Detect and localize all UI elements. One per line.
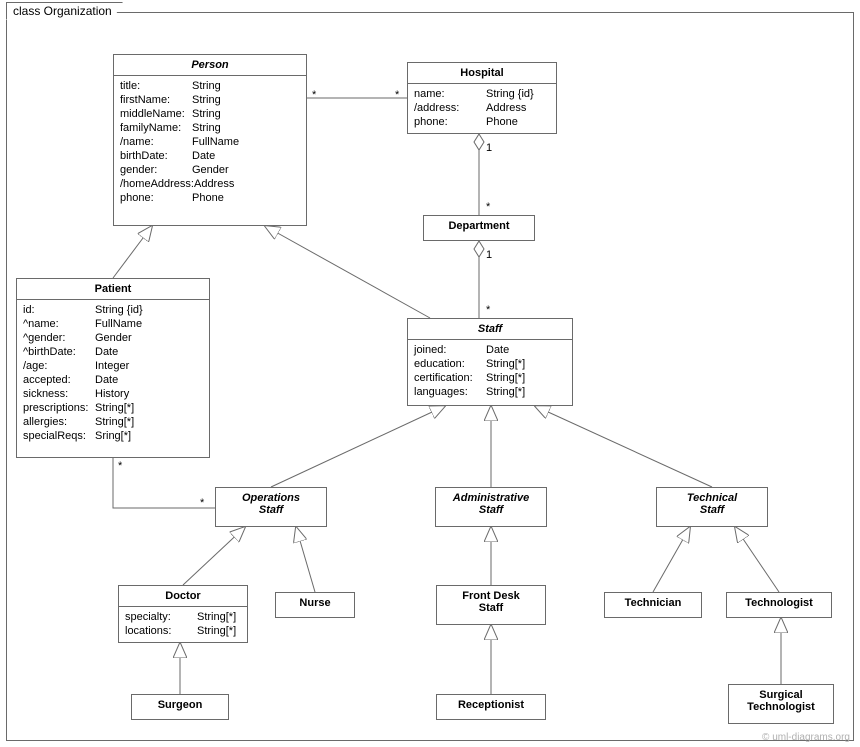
class-admin_staff: AdministrativeStaff: [435, 487, 547, 527]
class-title: Nurse: [276, 593, 354, 613]
watermark: © uml-diagrams.org: [762, 732, 850, 743]
class-doctor: Doctorspecialty:String[*]locations:Strin…: [118, 585, 248, 643]
class-patient: Patientid:String {id}^name:FullName^gend…: [16, 278, 210, 458]
attr-row: id:String {id}: [23, 303, 203, 317]
attr-row: specialty:String[*]: [125, 610, 241, 624]
class-title: Patient: [17, 279, 209, 299]
class-attributes: specialty:String[*]locations:String[*]: [119, 606, 247, 642]
class-title: Technologist: [727, 593, 831, 613]
attr-row: phone:Phone: [120, 191, 300, 205]
class-attributes: title:StringfirstName:StringmiddleName:S…: [114, 75, 306, 209]
class-nurse: Nurse: [275, 592, 355, 618]
multiplicity-label: *: [118, 460, 122, 472]
attr-row: name:String {id}: [414, 87, 550, 101]
attr-row: firstName:String: [120, 93, 300, 107]
class-person: Persontitle:StringfirstName:Stringmiddle…: [113, 54, 307, 226]
attr-row: title:String: [120, 79, 300, 93]
class-title: OperationsStaff: [216, 488, 326, 520]
multiplicity-label: *: [486, 201, 490, 213]
attr-row: phone:Phone: [414, 115, 550, 129]
attr-row: certification:String[*]: [414, 371, 566, 385]
class-attributes: joined:Dateeducation:String[*]certificat…: [408, 339, 572, 403]
multiplicity-label: *: [486, 304, 490, 316]
uml-frame: class Organization Persontitle:Stringfir…: [0, 0, 860, 747]
attr-row: locations:String[*]: [125, 624, 241, 638]
frame-label: class Organization: [6, 2, 123, 20]
class-department: Department: [423, 215, 535, 241]
class-title: Staff: [408, 319, 572, 339]
attr-row: allergies:String[*]: [23, 415, 203, 429]
multiplicity-label: *: [312, 89, 316, 101]
attr-row: gender:Gender: [120, 163, 300, 177]
attr-row: specialReqs:Sring[*]: [23, 429, 203, 443]
class-hospital: Hospitalname:String {id}/address:Address…: [407, 62, 557, 134]
class-technician: Technician: [604, 592, 702, 618]
class-title: Person: [114, 55, 306, 75]
class-title: Technician: [605, 593, 701, 613]
class-title: AdministrativeStaff: [436, 488, 546, 520]
attr-row: /address:Address: [414, 101, 550, 115]
class-title: Doctor: [119, 586, 247, 606]
class-title: Surgeon: [132, 695, 228, 715]
attr-row: prescriptions:String[*]: [23, 401, 203, 415]
class-frontdesk: Front DeskStaff: [436, 585, 546, 625]
class-title: SurgicalTechnologist: [729, 685, 833, 717]
attr-row: /homeAddress:Address: [120, 177, 300, 191]
attr-row: ^name:FullName: [23, 317, 203, 331]
attr-row: ^gender:Gender: [23, 331, 203, 345]
class-title: Department: [424, 216, 534, 236]
class-title: Receptionist: [437, 695, 545, 715]
class-title: Hospital: [408, 63, 556, 83]
class-surgeon: Surgeon: [131, 694, 229, 720]
class-surg_tech: SurgicalTechnologist: [728, 684, 834, 724]
multiplicity-label: *: [395, 89, 399, 101]
class-receptionist: Receptionist: [436, 694, 546, 720]
multiplicity-label: *: [200, 497, 204, 509]
class-tech_staff: TechnicalStaff: [656, 487, 768, 527]
attr-row: /age:Integer: [23, 359, 203, 373]
class-technologist: Technologist: [726, 592, 832, 618]
attr-row: /name:FullName: [120, 135, 300, 149]
attr-row: languages:String[*]: [414, 385, 566, 399]
attr-row: education:String[*]: [414, 357, 566, 371]
attr-row: sickness:History: [23, 387, 203, 401]
attr-row: birthDate:Date: [120, 149, 300, 163]
attr-row: middleName:String: [120, 107, 300, 121]
multiplicity-label: 1: [486, 142, 492, 154]
attr-row: joined:Date: [414, 343, 566, 357]
class-title: TechnicalStaff: [657, 488, 767, 520]
attr-row: accepted:Date: [23, 373, 203, 387]
class-ops_staff: OperationsStaff: [215, 487, 327, 527]
multiplicity-label: 1: [486, 249, 492, 261]
class-attributes: id:String {id}^name:FullName^gender:Gend…: [17, 299, 209, 447]
class-title: Front DeskStaff: [437, 586, 545, 618]
class-attributes: name:String {id}/address:Addressphone:Ph…: [408, 83, 556, 133]
class-staff: Staffjoined:Dateeducation:String[*]certi…: [407, 318, 573, 406]
attr-row: familyName:String: [120, 121, 300, 135]
attr-row: ^birthDate:Date: [23, 345, 203, 359]
